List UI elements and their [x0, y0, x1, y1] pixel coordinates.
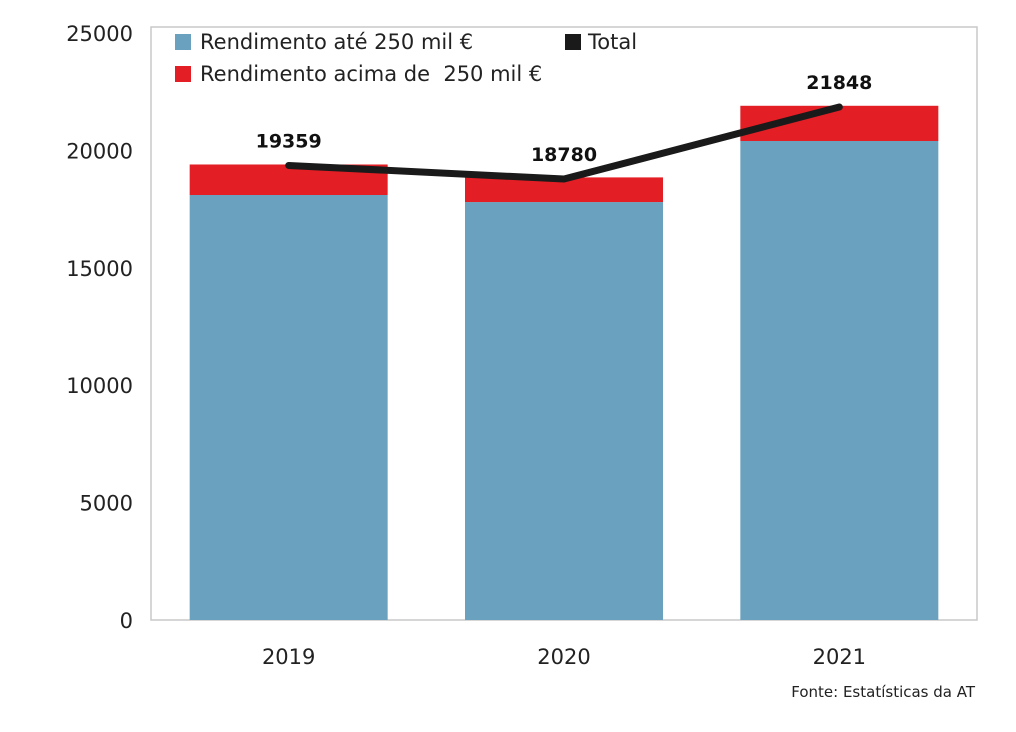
legend-swatch-total: [565, 34, 581, 50]
legend-label-rendimento-ate-250: Rendimento até 250 mil €: [200, 30, 473, 54]
y-tick-label: 15000: [66, 257, 133, 281]
bar-ate-250-2020: [465, 202, 663, 620]
x-tick-label: 2019: [262, 645, 315, 669]
y-tick-label: 20000: [66, 139, 133, 163]
y-axis: 0 5000 10000 15000 20000 25000: [66, 22, 133, 633]
data-label-2019: 19359: [256, 130, 322, 152]
line-layer: [285, 103, 843, 183]
legend-label-rendimento-acima-250: Rendimento acima de 250 mil €: [200, 62, 542, 86]
total-line: [285, 103, 843, 183]
x-tick-label: 2020: [537, 645, 590, 669]
legend-swatch-rendimento-acima-250: [175, 66, 191, 82]
source-note: Fonte: Estatísticas da AT: [791, 683, 976, 701]
data-label-2021: 21848: [806, 72, 872, 94]
legend-label-total: Total: [587, 30, 637, 54]
legend-swatch-rendimento-ate-250: [175, 34, 191, 50]
x-axis: 2019 2020 2021: [262, 645, 866, 669]
y-tick-label: 0: [120, 609, 133, 633]
bar-ate-250-2019: [189, 195, 388, 620]
legend: Rendimento até 250 mil € Total Rendiment…: [175, 30, 637, 86]
bars-layer: [189, 105, 939, 620]
y-tick-label: 10000: [66, 374, 133, 398]
data-label-2020: 18780: [531, 144, 597, 166]
x-tick-label: 2021: [813, 645, 866, 669]
bar-ate-250-2021: [740, 141, 939, 620]
y-tick-label: 25000: [66, 22, 133, 46]
data-labels-layer: 19359 18780 21848: [256, 72, 873, 166]
y-tick-label: 5000: [80, 492, 133, 516]
